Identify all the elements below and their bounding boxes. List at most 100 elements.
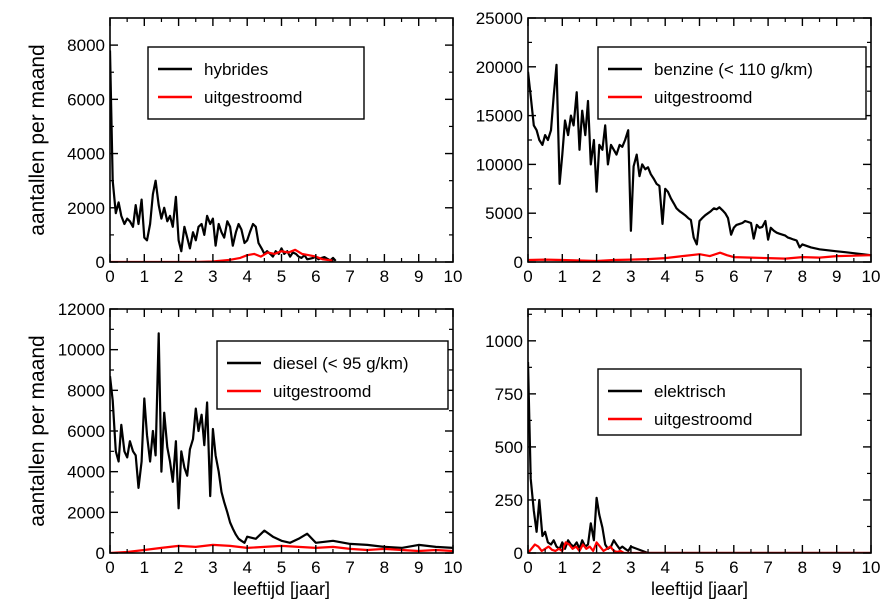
x-tick-label: 1 <box>140 267 149 286</box>
x-tick-label: 2 <box>174 558 183 577</box>
x-tick-label: 3 <box>626 558 635 577</box>
y-tick-label: 20000 <box>476 58 523 77</box>
x-tick-label: 8 <box>798 558 807 577</box>
x-tick-label: 4 <box>660 267 669 286</box>
y-tick-label: 0 <box>96 253 105 272</box>
y-tick-label: 15000 <box>476 107 523 126</box>
x-tick-label: 0 <box>105 558 114 577</box>
legend-box <box>597 368 802 436</box>
y-tick-label: 8000 <box>67 381 105 400</box>
legend-entry: uitgestroomd <box>654 410 752 429</box>
x-tick-label: 5 <box>695 558 704 577</box>
y-tick-label: 2000 <box>67 199 105 218</box>
x-tick-label: 8 <box>798 267 807 286</box>
x-tick-label: 1 <box>558 558 567 577</box>
legend-entry: benzine (< 110 g/km) <box>654 60 813 79</box>
x-axis-title: leeftijd [jaar] <box>233 579 330 599</box>
y-tick-label: 8000 <box>67 36 105 55</box>
y-tick-label: 25000 <box>476 9 523 28</box>
chart-panel-elektrisch: 0 1 2 3 4 5 6 7 8 9 10 0 250 500 750 1000 leeftijd [jaar… <box>485 308 881 599</box>
x-tick-label: 6 <box>729 558 738 577</box>
x-tick-label: 1 <box>140 558 149 577</box>
y-tick-label: 0 <box>96 544 105 563</box>
x-tick-label: 5 <box>277 267 286 286</box>
x-tick-label: 8 <box>380 558 389 577</box>
x-tick-label: 7 <box>763 267 772 286</box>
x-tick-label: 9 <box>414 267 423 286</box>
y-tick-label: 0 <box>514 544 523 563</box>
series-line-uitgestroomd <box>528 541 871 553</box>
x-tick-label: 7 <box>345 558 354 577</box>
legend: benzine (< 110 g/km) uitgestroomd <box>597 46 867 120</box>
x-tick-label: 10 <box>862 558 881 577</box>
y-tick-label: 4000 <box>67 145 105 164</box>
y-tick-label: 500 <box>495 438 523 457</box>
legend: diesel (< 95 g/km) uitgestroomd <box>216 340 449 410</box>
legend: hybrides uitgestroomd <box>147 46 365 120</box>
x-tick-label: 2 <box>592 558 601 577</box>
y-tick-label: 0 <box>514 253 523 272</box>
x-tick-label: 2 <box>592 267 601 286</box>
x-tick-label: 6 <box>729 267 738 286</box>
y-tick-label: 12000 <box>58 300 105 319</box>
y-tick-label: 6000 <box>67 90 105 109</box>
y-tick-label: 10000 <box>58 341 105 360</box>
x-tick-label: 2 <box>174 267 183 286</box>
x-tick-label: 4 <box>242 267 251 286</box>
x-tick-label: 6 <box>311 558 320 577</box>
x-tick-label: 7 <box>345 267 354 286</box>
legend-box <box>216 340 449 410</box>
x-tick-label: 0 <box>523 267 532 286</box>
x-tick-label: 9 <box>832 267 841 286</box>
legend-entry: elektrisch <box>654 382 726 401</box>
x-tick-label: 5 <box>277 558 286 577</box>
x-tick-label: 3 <box>208 267 217 286</box>
x-tick-label: 5 <box>695 267 704 286</box>
x-tick-label: 4 <box>660 558 669 577</box>
series-line-main <box>528 63 871 257</box>
y-tick-label: 4000 <box>67 463 105 482</box>
series-group <box>528 361 871 553</box>
legend-entry: uitgestroomd <box>204 88 302 107</box>
x-tick-label: 10 <box>444 558 463 577</box>
y-axis-title: aantallen per maand <box>26 335 49 526</box>
legend-box <box>147 46 365 120</box>
x-tick-label: 9 <box>414 558 423 577</box>
chart-panel-hybrides: 0 1 2 3 4 5 6 7 8 9 10 0 2000 4000 6000 8000 aantallen p… <box>26 17 463 286</box>
x-tick-label: 10 <box>444 267 463 286</box>
x-tick-label: 1 <box>558 267 567 286</box>
series-line-main <box>110 332 453 549</box>
y-axis-title: aantallen per maand <box>26 44 49 235</box>
y-tick-label: 750 <box>495 385 523 404</box>
x-tick-label: 6 <box>311 267 320 286</box>
x-tick-label: 0 <box>523 558 532 577</box>
y-tick-label: 1000 <box>485 332 523 351</box>
legend-box <box>597 46 867 120</box>
chart-panel-diesel: 0 1 2 3 4 5 6 7 8 9 10 0 2000 4000 6000 8000 10000 12000 a… <box>26 300 462 599</box>
chart-panel-benzine: 0 1 2 3 4 5 6 7 8 9 10 0 5000 10000 15000 20000 25000 ben… <box>476 9 881 286</box>
series-line-uitgestroomd <box>528 251 871 262</box>
x-tick-label: 4 <box>242 558 251 577</box>
x-tick-label: 9 <box>832 558 841 577</box>
series-line-main <box>110 50 337 262</box>
x-axis-title: leeftijd [jaar] <box>651 579 748 599</box>
legend-entry: uitgestroomd <box>654 88 752 107</box>
x-tick-label: 0 <box>105 267 114 286</box>
x-tick-label: 10 <box>862 267 881 286</box>
series-line-main <box>528 361 871 553</box>
series-group <box>528 63 871 262</box>
y-tick-label: 10000 <box>476 155 523 174</box>
y-tick-label: 2000 <box>67 503 105 522</box>
y-tick-label: 6000 <box>67 422 105 441</box>
legend-entry: hybrides <box>204 60 268 79</box>
legend-entry: uitgestroomd <box>273 382 371 401</box>
legend: elektrisch uitgestroomd <box>597 368 802 436</box>
x-tick-label: 3 <box>626 267 635 286</box>
x-tick-label: 7 <box>763 558 772 577</box>
legend-entry: diesel (< 95 g/km) <box>273 354 409 373</box>
y-tick-label: 5000 <box>485 204 523 223</box>
y-tick-label: 250 <box>495 491 523 510</box>
x-tick-label: 3 <box>208 558 217 577</box>
x-tick-label: 8 <box>380 267 389 286</box>
